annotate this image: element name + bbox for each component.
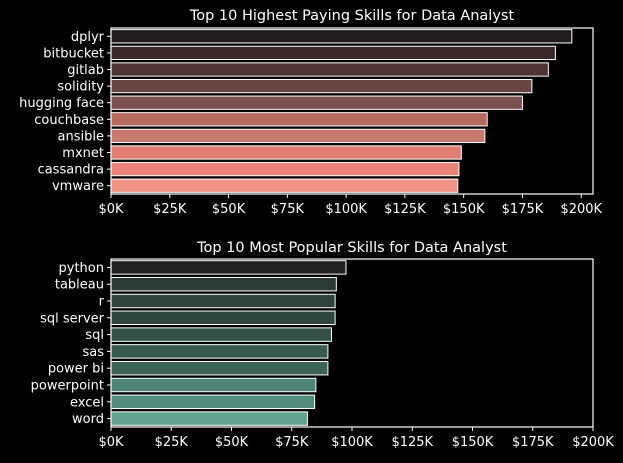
bar-excel (110, 394, 316, 410)
x-axis-ticks: $0K $25K $50K $75K $100K $125K $150K $175K $200K (98, 194, 603, 217)
category-label: powerpoint (31, 379, 104, 394)
plot-frame (110, 27, 594, 195)
category-label: solidity (57, 80, 104, 95)
x-tick-label: $75K (275, 435, 309, 450)
bar-hugging-face (110, 95, 523, 110)
bar-solidity (110, 78, 533, 94)
x-tick-label: $75K (271, 202, 305, 217)
chart-title: Top 10 Highest Paying Skills for Data An… (189, 8, 515, 24)
x-tick-label: $150K (452, 435, 494, 450)
category-label: sql server (40, 311, 105, 326)
category-label: dplyr (71, 30, 105, 45)
chart-title: Top 10 Most Popular Skills for Data Anal… (196, 240, 507, 256)
x-tick-label: $175K (502, 202, 544, 217)
bar-sas (110, 344, 329, 359)
bars-group (110, 260, 347, 426)
x-tick-label: $150K (443, 202, 485, 217)
x-tick-label: $125K (391, 435, 433, 450)
chart-highest-paying: Top 10 Highest Paying Skills for Data An… (19, 8, 602, 217)
category-label: hugging face (19, 96, 104, 111)
category-label: excel (70, 395, 104, 410)
bar-cassandra (110, 161, 460, 177)
x-tick-label: $100K (325, 202, 367, 217)
x-tick-label: $25K (153, 202, 187, 217)
category-label: vmware (52, 179, 104, 194)
bar-sql-server (110, 310, 336, 326)
chart-most-popular: Top 10 Most Popular Skills for Data Anal… (31, 240, 615, 450)
bar-power-bi (110, 360, 329, 376)
category-label: gitlab (67, 63, 104, 78)
bar-powerpoint (110, 377, 317, 393)
plot-frame (110, 258, 594, 428)
bar-dplyr (110, 29, 573, 44)
category-label: word (72, 412, 104, 427)
category-label: sas (82, 345, 104, 360)
category-label: python (59, 261, 104, 276)
bar-ansible (110, 128, 486, 144)
category-label: mxnet (62, 146, 104, 161)
x-tick-label: $0K (98, 202, 124, 217)
x-tick-label: $50K (212, 202, 246, 217)
bar-word (110, 411, 308, 426)
x-tick-label: $100K (331, 435, 373, 450)
bar-gitlab (110, 62, 549, 77)
x-tick-label: $25K (155, 435, 189, 450)
category-label: sql (85, 328, 104, 343)
category-label: couchbase (34, 113, 104, 128)
x-tick-label: $0K (98, 435, 124, 450)
x-tick-label: $125K (384, 202, 426, 217)
x-tick-label: $200K (560, 202, 602, 217)
bar-vmware (110, 178, 459, 193)
category-label: tableau (55, 278, 104, 293)
x-tick-label: $200K (572, 435, 614, 450)
bar-bitbucket (110, 45, 556, 61)
x-axis-ticks: $0K $25K $50K $75K $100K $125K $150K $175K $200K (98, 427, 614, 450)
x-tick-label: $50K (215, 435, 249, 450)
bar-couchbase (110, 112, 488, 127)
bar-tableau (110, 276, 337, 292)
bar-sql (110, 327, 333, 342)
category-label: bitbucket (43, 46, 104, 61)
category-label: power bi (48, 362, 104, 377)
x-tick-label: $175K (512, 435, 554, 450)
bar-r (110, 293, 336, 309)
category-label: cassandra (38, 163, 104, 178)
bar-mxnet (110, 145, 462, 160)
category-label: r (99, 295, 105, 310)
category-label: ansible (58, 129, 104, 144)
bar-python (110, 260, 347, 275)
